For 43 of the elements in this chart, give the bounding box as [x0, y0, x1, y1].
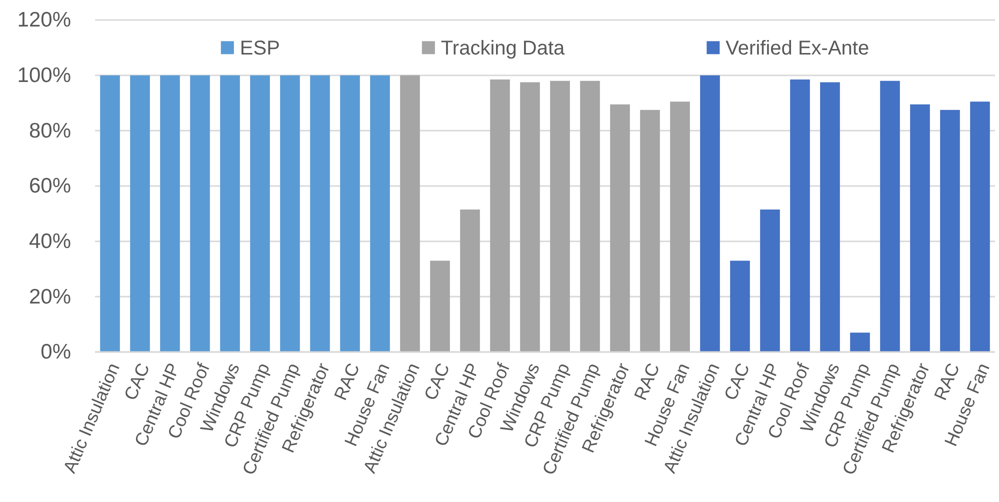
bar [520, 82, 540, 352]
bar [880, 80, 900, 352]
y-tick-label: 40% [28, 230, 71, 254]
y-tick-label: 120% [17, 8, 71, 32]
bar [310, 75, 330, 352]
legend-label: Tracking Data [440, 38, 566, 60]
bar [250, 75, 270, 352]
y-tick-label: 20% [28, 285, 71, 308]
bar [130, 75, 150, 352]
bar [220, 75, 240, 352]
bar [580, 80, 600, 352]
x-tick-label: RAC [330, 360, 364, 404]
bar [640, 110, 660, 352]
bar [430, 260, 450, 352]
bar [670, 102, 690, 352]
bar [790, 79, 810, 352]
bar [760, 210, 780, 352]
bar [610, 104, 630, 352]
bar [460, 210, 480, 352]
legend-label: ESP [240, 38, 280, 60]
bar [730, 260, 750, 352]
bar [850, 332, 870, 352]
bar [970, 102, 990, 352]
bar [820, 82, 840, 352]
bar [940, 110, 960, 352]
x-tick-label: RAC [630, 360, 664, 404]
bar [910, 104, 930, 352]
bar [340, 75, 360, 352]
bar [370, 75, 390, 352]
y-tick-label: 60% [28, 174, 71, 198]
y-tick-label: 100% [17, 64, 71, 88]
bar [700, 75, 720, 352]
bar [100, 75, 120, 352]
legend-label: Verified Ex-Ante [726, 38, 870, 60]
y-tick-label: 0% [40, 340, 71, 364]
bar [190, 75, 210, 352]
bar [280, 75, 300, 352]
bar [160, 75, 180, 352]
y-tick-label: 80% [28, 119, 71, 142]
bar [550, 80, 570, 352]
bar [490, 79, 510, 352]
x-tick-label: RAC [930, 360, 964, 404]
bar [400, 75, 420, 352]
